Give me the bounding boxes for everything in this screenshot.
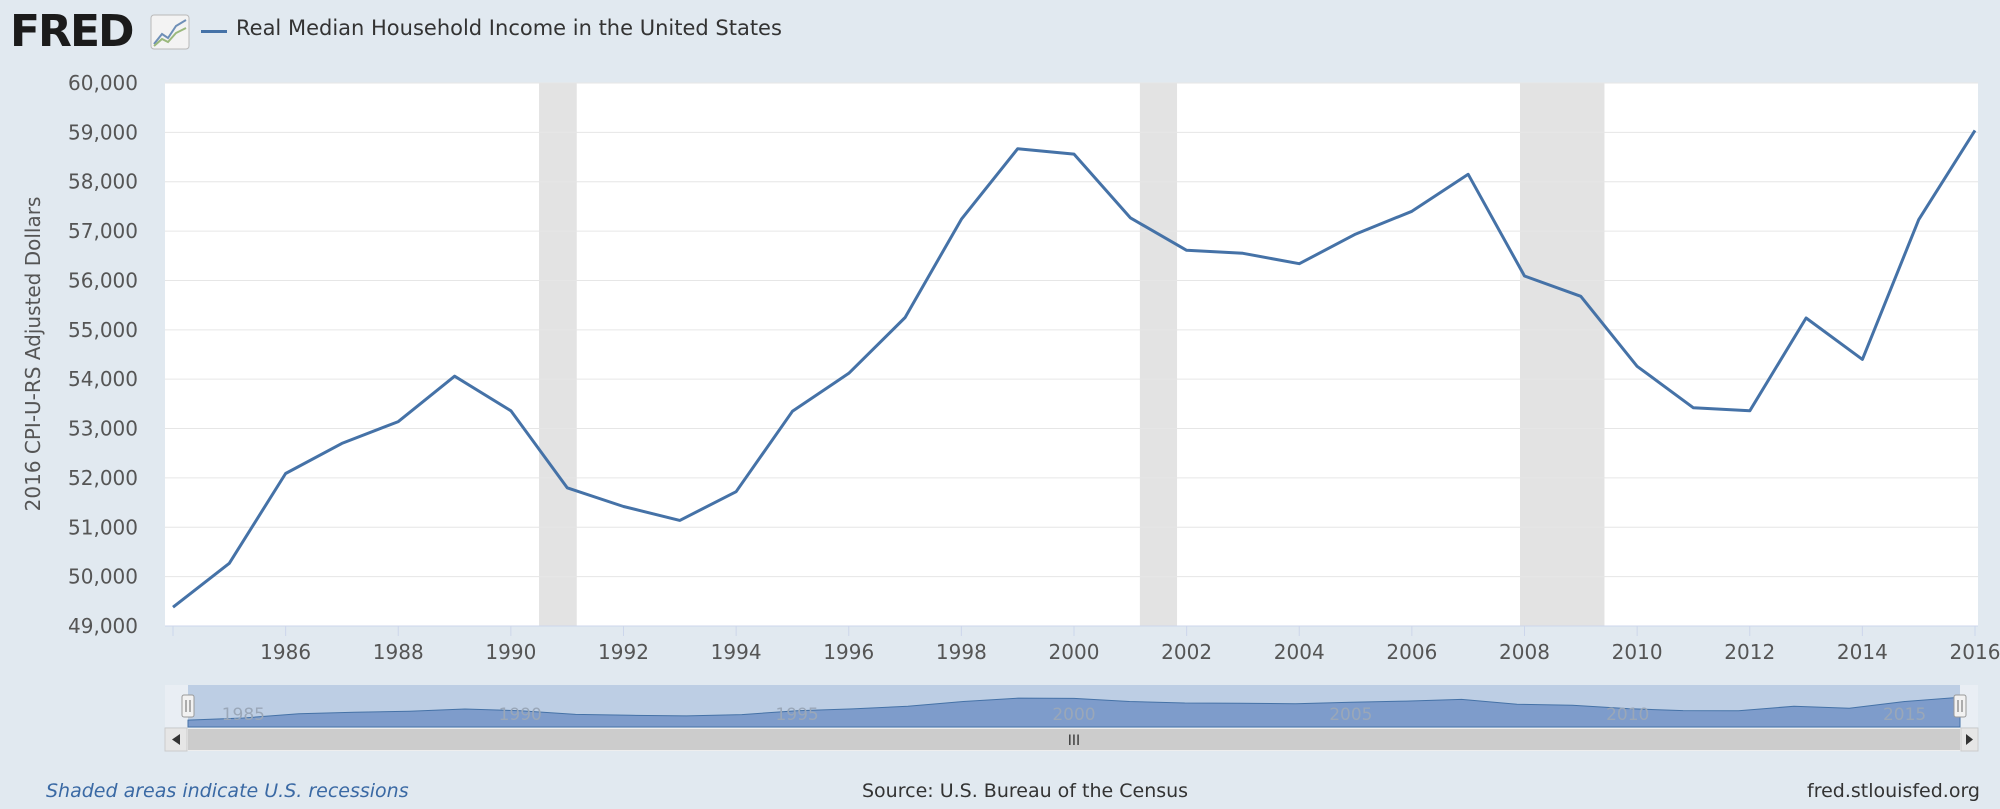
x-tick-label: 2014	[1837, 640, 1888, 664]
navigator-label: 2005	[1329, 705, 1372, 725]
data-point[interactable]	[1465, 171, 1471, 177]
y-tick-label: 53,000	[68, 417, 138, 441]
data-point[interactable]	[621, 504, 627, 510]
y-tick-label: 56,000	[68, 268, 138, 292]
source-text: Source: U.S. Bureau of the Census	[862, 780, 1189, 802]
site-link[interactable]: fred.stlouisfed.org	[1807, 780, 1980, 802]
x-tick-label: 1998	[936, 640, 987, 664]
series-line	[172, 129, 1977, 609]
navigator-label: 1990	[499, 705, 542, 725]
fred-chart-icon	[150, 14, 190, 50]
data-point[interactable]	[395, 419, 401, 425]
navigator-handle-left[interactable]	[181, 694, 195, 718]
y-tick-label: 58,000	[68, 170, 138, 194]
fred-logo[interactable]: FRED	[10, 6, 135, 57]
recession-note[interactable]: Shaded areas indicate U.S. recessions	[46, 780, 409, 802]
data-point[interactable]	[452, 373, 458, 379]
scroll-right-arrow-icon	[1966, 734, 1973, 745]
data-point[interactable]	[789, 408, 795, 414]
x-tick-label: 1986	[260, 640, 311, 664]
x-tick-label: 2004	[1274, 640, 1325, 664]
navigator-label: 2000	[1052, 705, 1095, 725]
data-point[interactable]	[1296, 261, 1302, 267]
data-point[interactable]	[1972, 127, 1978, 133]
x-tick-label: 2010	[1612, 640, 1663, 664]
navigator-labels: 1985 1990 1995 2000 2005 2010 2015	[222, 705, 1927, 725]
x-tick-label: 1994	[711, 640, 762, 664]
y-tick-label: 60,000	[68, 71, 138, 95]
data-point[interactable]	[1578, 293, 1584, 299]
navigator-label: 2015	[1883, 705, 1926, 725]
x-tick-label: 2000	[1049, 640, 1100, 664]
y-tick-label: 52,000	[68, 466, 138, 490]
plot-area	[165, 83, 1978, 626]
data-point[interactable]	[677, 517, 683, 523]
recession-band	[1139, 83, 1178, 626]
data-point[interactable]	[339, 440, 345, 446]
data-point[interactable]	[1747, 408, 1753, 414]
data-point[interactable]	[1127, 215, 1133, 221]
x-tick-label: 1992	[598, 640, 649, 664]
data-point[interactable]	[1916, 217, 1922, 223]
y-tick-label: 49,000	[68, 614, 138, 638]
recession-band	[1519, 83, 1605, 626]
data-point[interactable]	[170, 604, 176, 610]
data-point[interactable]	[1071, 151, 1077, 157]
data-point[interactable]	[1522, 273, 1528, 279]
navigator-handle-right[interactable]	[1953, 694, 1967, 718]
data-point[interactable]	[564, 485, 570, 491]
x-tick-label: 2002	[1161, 640, 1212, 664]
x-tick-label: 1988	[373, 640, 424, 664]
data-point[interactable]	[1353, 231, 1359, 237]
x-tick-label: 2016	[1950, 640, 2000, 664]
y-axis: 49,000 50,000 51,000 52,000 53,000 54,000 55,0…	[68, 71, 138, 638]
data-point[interactable]	[226, 560, 232, 566]
scrollbar-thumb[interactable]	[188, 729, 1960, 750]
scroll-left-arrow-icon	[172, 734, 180, 745]
navigator-label: 1985	[222, 705, 265, 725]
navigator[interactable]: 1985 1990 1995 2000 2005 2010 2015	[165, 685, 1978, 728]
x-tick-label: 2008	[1499, 640, 1550, 664]
data-point[interactable]	[1634, 363, 1640, 369]
data-point[interactable]	[1409, 208, 1415, 214]
header: FRED Real Median Household Income in the…	[0, 0, 2000, 60]
y-tick-label: 55,000	[68, 318, 138, 342]
data-point[interactable]	[1240, 250, 1246, 256]
data-point[interactable]	[1690, 405, 1696, 411]
data-point[interactable]	[902, 314, 908, 320]
data-point[interactable]	[958, 216, 964, 222]
legend-line-swatch	[201, 30, 227, 33]
y-tick-label: 59,000	[68, 120, 138, 144]
x-tick-label: 1990	[485, 640, 536, 664]
y-tick-label: 54,000	[68, 367, 138, 391]
y-tick-label: 51,000	[68, 515, 138, 539]
navigator-label: 2010	[1606, 705, 1649, 725]
grid-layer	[165, 82, 1978, 627]
data-point[interactable]	[283, 470, 289, 476]
data-point[interactable]	[733, 489, 739, 495]
scrollbar-grip: III	[1068, 733, 1080, 749]
legend-series-label[interactable]: Real Median Household Income in the Unit…	[236, 16, 782, 40]
data-point[interactable]	[1859, 356, 1865, 362]
data-point[interactable]	[508, 408, 514, 414]
scrollbar[interactable]: III	[164, 727, 1979, 752]
x-axis: 1986 1988 1990 1992 1994 1996 1998 2000 2002 2004…	[172, 626, 2000, 664]
data-point[interactable]	[1803, 315, 1809, 321]
navigator-label: 1995	[775, 705, 818, 725]
y-tick-label: 57,000	[68, 219, 138, 243]
data-point[interactable]	[846, 370, 852, 376]
recession-band	[539, 83, 577, 626]
data-point[interactable]	[1015, 146, 1021, 152]
recession-layer	[539, 83, 1605, 626]
x-tick-label: 2012	[1724, 640, 1775, 664]
x-tick-label: 1996	[823, 640, 874, 664]
x-tick-label: 2006	[1386, 640, 1437, 664]
y-axis-title: 2016 CPI-U-RS Adjusted Dollars	[21, 197, 45, 512]
navigator-series	[187, 696, 1961, 728]
data-point[interactable]	[1184, 247, 1190, 253]
y-tick-label: 50,000	[68, 565, 138, 589]
